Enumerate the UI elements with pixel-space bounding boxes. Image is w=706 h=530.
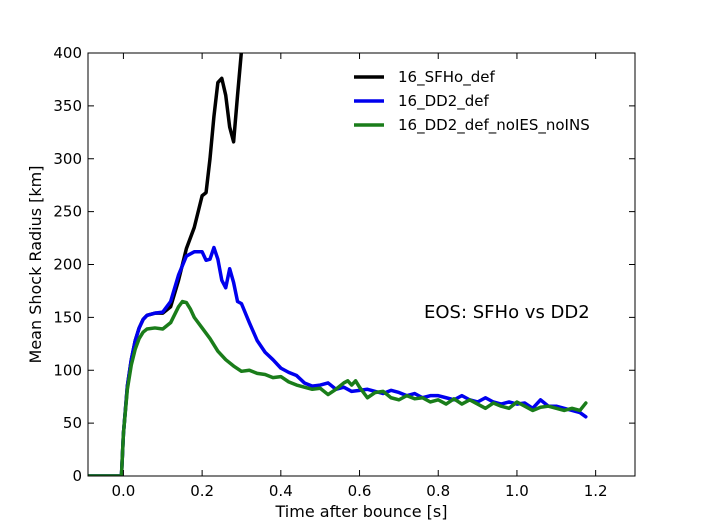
y-tick-label: 150 [53, 308, 82, 326]
x-tick-label: 0.2 [190, 482, 214, 500]
annotation-text: EOS: SFHo vs DD2 [424, 302, 590, 323]
y-tick-label: 250 [53, 203, 82, 221]
y-tick-label: 100 [53, 361, 82, 379]
x-tick-label: 1.0 [505, 482, 529, 500]
legend-label-2: 16_DD2_def_noIES_noINS [398, 116, 590, 135]
x-tick-label: 0.6 [348, 482, 372, 500]
legend-label-0: 16_SFHo_def [398, 68, 495, 87]
y-tick-label: 350 [53, 97, 82, 115]
legend-label-1: 16_DD2_def [398, 92, 489, 111]
y-tick-label: 50 [63, 414, 82, 432]
x-tick-label: 1.2 [584, 482, 608, 500]
series-line-2 [88, 299, 588, 476]
series-layer [88, 53, 588, 476]
y-tick-label: 0 [72, 467, 82, 485]
x-axis-label: Time after bounce [s] [275, 502, 448, 521]
plot-frame [87, 52, 636, 477]
y-axis-label: Mean Shock Radius [km] [26, 166, 45, 364]
legend: 16_SFHo_def 16_DD2_def 16_DD2_def_noIES_no… [354, 68, 590, 135]
y-tick-label: 200 [53, 256, 82, 274]
ticks-layer: 0.0 0.2 0.4 0.6 0.8 1.0 1.2 0 50 100 150 200 250 300 3… [53, 44, 635, 500]
y-tick-label: 300 [53, 150, 82, 168]
x-tick-label: 0.8 [426, 482, 450, 500]
x-tick-label: 0.4 [269, 482, 293, 500]
x-tick-label: 0.0 [111, 482, 135, 500]
y-tick-label: 400 [53, 44, 82, 62]
